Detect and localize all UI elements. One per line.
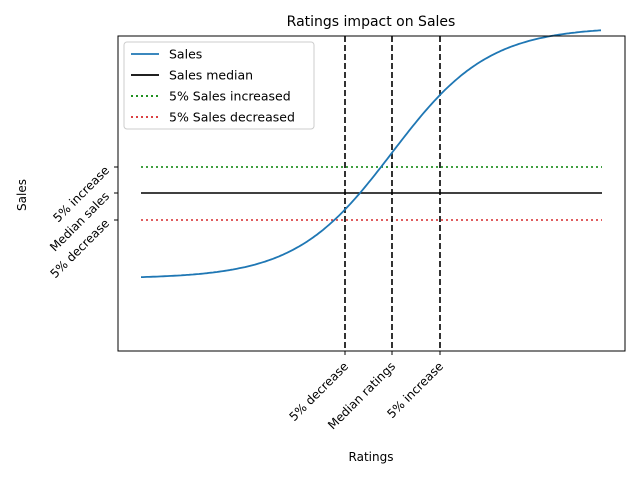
- legend: Sales Sales median 5% Sales increased 5% Sa…: [123, 41, 315, 130]
- x-axis-label: Ratings: [349, 450, 394, 464]
- legend-box: [123, 41, 315, 130]
- y-axis-label: Sales: [15, 179, 29, 211]
- plot-area: [141, 29, 602, 351]
- legend-label: 5% Sales increased: [169, 89, 291, 104]
- legend-label: Sales: [169, 47, 202, 62]
- sales-curve: [141, 29, 602, 279]
- legend-label: 5% Sales decreased: [169, 110, 295, 125]
- legend-label: Sales median: [169, 68, 253, 83]
- chart-title: Ratings impact on Sales: [287, 14, 456, 30]
